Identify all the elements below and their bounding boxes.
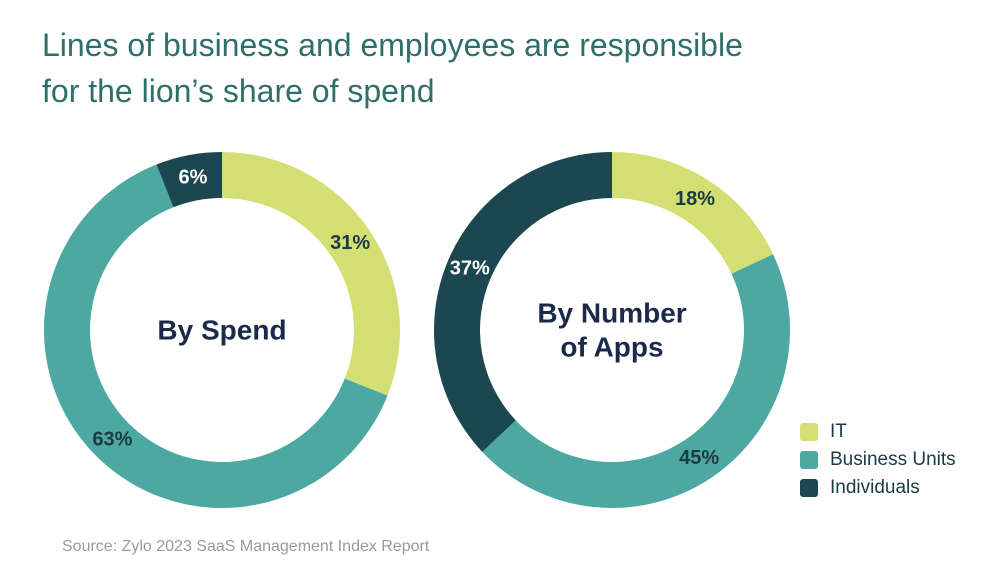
chart-title-line-1: Lines of business and employees are resp… [42,27,743,63]
data-label-individuals: 37% [450,257,490,279]
data-label-business-units: 63% [92,429,132,451]
slice-individuals [156,152,222,208]
legend-item-it: IT [800,418,956,446]
legend-label-it: IT [830,421,847,442]
source-note: Source: Zylo 2023 SaaS Management Index … [62,538,430,555]
legend-swatch-it [800,423,818,441]
data-label-individuals: 6% [179,167,208,189]
legend-label-individuals: Individuals [830,477,920,498]
slice-it [612,152,774,274]
data-label-business-units: 45% [679,447,719,469]
legend-label-business-units: Business Units [830,449,956,470]
donut-center-label: By Spend [157,315,286,346]
slice-individuals [434,152,612,452]
chart-title: Lines of business and employees are resp… [42,22,902,114]
slice-it [222,152,400,396]
donut-chart-by-spend: 31% 63% 6% By Spend [44,152,400,508]
data-label-it: 31% [330,232,370,254]
chart-title-line-2: for the lion’s share of spend [42,73,435,109]
legend-swatch-individuals [800,479,818,497]
data-label-it: 18% [675,188,715,210]
slice-business-units [482,254,791,509]
legend: IT Business Units Individuals [800,418,956,502]
donut-center-label: of Apps [560,332,663,363]
legend-item-business-units: Business Units [800,446,956,474]
legend-item-individuals: Individuals [800,474,956,502]
legend-swatch-business-units [800,451,818,469]
donut-center-label: By Number [537,298,686,329]
